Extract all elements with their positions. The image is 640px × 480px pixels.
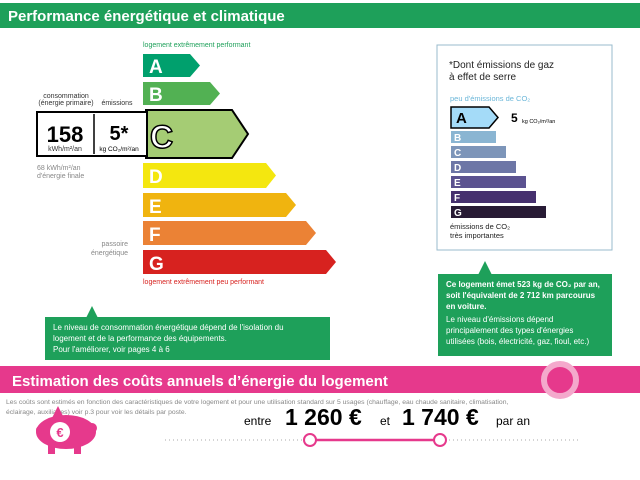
- ghg-letter: E: [454, 178, 461, 189]
- note-line: en voiture.: [446, 302, 486, 311]
- class-bar: [143, 82, 220, 105]
- ghg-title: à effet de serre: [449, 72, 517, 83]
- class-letter: A: [149, 57, 163, 78]
- ghg-letter: B: [454, 133, 461, 144]
- class-letter-current: C: [150, 119, 173, 155]
- ghg-letter: D: [454, 163, 461, 174]
- ghg-bar: [451, 191, 536, 203]
- emissions-unit: kg CO₂/m²/an: [99, 146, 139, 153]
- ghg-bar: [451, 206, 546, 218]
- costs-title: Estimation des coûts annuels d’énergie d…: [12, 373, 388, 390]
- ghg-letter: C: [454, 148, 461, 159]
- note-line: utilisées (bois, électricité, gaz, fioul…: [446, 337, 590, 346]
- ghg-letter: F: [454, 193, 460, 204]
- ghg-bar: [451, 176, 526, 188]
- consumption-box: [36, 111, 148, 157]
- range-handle: [433, 433, 447, 447]
- ghg-bar: [451, 161, 516, 173]
- decor: [541, 361, 579, 399]
- ghg-bar-current: [450, 106, 499, 129]
- note-line: logement et de la performance des équipe…: [53, 334, 227, 343]
- note-line: Ce logement émet 523 kg de CO₂ par an,: [446, 280, 600, 289]
- note-pointer: [86, 306, 98, 318]
- note-pointer: [478, 261, 492, 275]
- note-line: Le niveau d'émissions dépend: [446, 315, 553, 324]
- class-letter: G: [149, 254, 164, 275]
- header-title: Performance énergétique et climatique: [8, 8, 285, 25]
- ghg-letter-current: A: [456, 110, 467, 127]
- ghg-scale: A 5 kg CO₂/m²/an B C D E F G: [450, 106, 555, 219]
- class-letter: F: [149, 225, 161, 246]
- ghg-value: 5: [511, 111, 518, 125]
- note-line: Pour l'améliorer, voir pages 4 à 6: [53, 345, 170, 354]
- class-letter: D: [149, 167, 163, 188]
- ghg-top-label: peu d'émissions de CO₂: [450, 94, 530, 103]
- ghg-bottom-label: très importantes: [450, 231, 504, 240]
- label: consommation: [43, 93, 89, 100]
- scale-bottom-label: logement extrêmement peu performant: [143, 279, 264, 286]
- ghg-title: *Dont émissions de gaz: [449, 60, 554, 71]
- final-energy: 68 kWh/m²/an: [37, 165, 81, 172]
- ghg-bar: [451, 146, 506, 158]
- consumption-unit: kWh/m²/an: [48, 146, 82, 153]
- ghg-bar: [451, 131, 496, 143]
- class-letter: E: [149, 197, 162, 218]
- note-line: principalement des types d'énergies: [446, 326, 573, 335]
- class-bar: [143, 54, 200, 77]
- final-energy: d'énergie finale: [37, 173, 84, 180]
- cost-word: entre: [244, 414, 272, 428]
- costs-bar: [0, 366, 640, 393]
- passoire: passoire: [102, 241, 129, 248]
- passoire: énergétique: [91, 250, 128, 257]
- class-bar: [143, 221, 316, 245]
- class-letter: B: [149, 85, 163, 106]
- label: émissions: [101, 100, 133, 107]
- note-line: soit l'équivalent de 2 712 km parcourus: [446, 291, 596, 300]
- cost-word: et: [380, 414, 391, 428]
- costs-description: Les coûts sont estimés en fonction des c…: [6, 399, 508, 406]
- piggy-icon: €: [36, 406, 97, 454]
- class-bar: [143, 193, 296, 217]
- note-box: [438, 274, 612, 356]
- label: (énergie primaire): [38, 100, 93, 107]
- class-bar: [143, 163, 276, 188]
- range-handle: [303, 433, 317, 447]
- ghg-bottom-label: émissions de CO₂: [450, 222, 510, 231]
- scale-top-label: logement extrêmement performant: [143, 42, 250, 49]
- emissions-value: 5*: [110, 123, 129, 145]
- ghg-unit: kg CO₂/m²/an: [522, 119, 555, 125]
- svg-text:€: €: [56, 425, 63, 440]
- cost-word: par an: [496, 414, 530, 428]
- header-bar: [0, 3, 640, 28]
- note-box: [45, 317, 330, 360]
- cost-max: 1 740 €: [402, 404, 479, 430]
- cost-min: 1 260 €: [285, 404, 362, 430]
- note-line: Le niveau de consommation énergétique dé…: [53, 323, 284, 332]
- energy-scale: A B C D E F G: [143, 54, 336, 275]
- consumption-value: 158: [47, 122, 84, 147]
- ghg-letter: G: [454, 208, 462, 219]
- class-bar: [143, 250, 336, 274]
- costs-description: éclairage, auxiliaires) voir p.3 pour vo…: [6, 409, 187, 416]
